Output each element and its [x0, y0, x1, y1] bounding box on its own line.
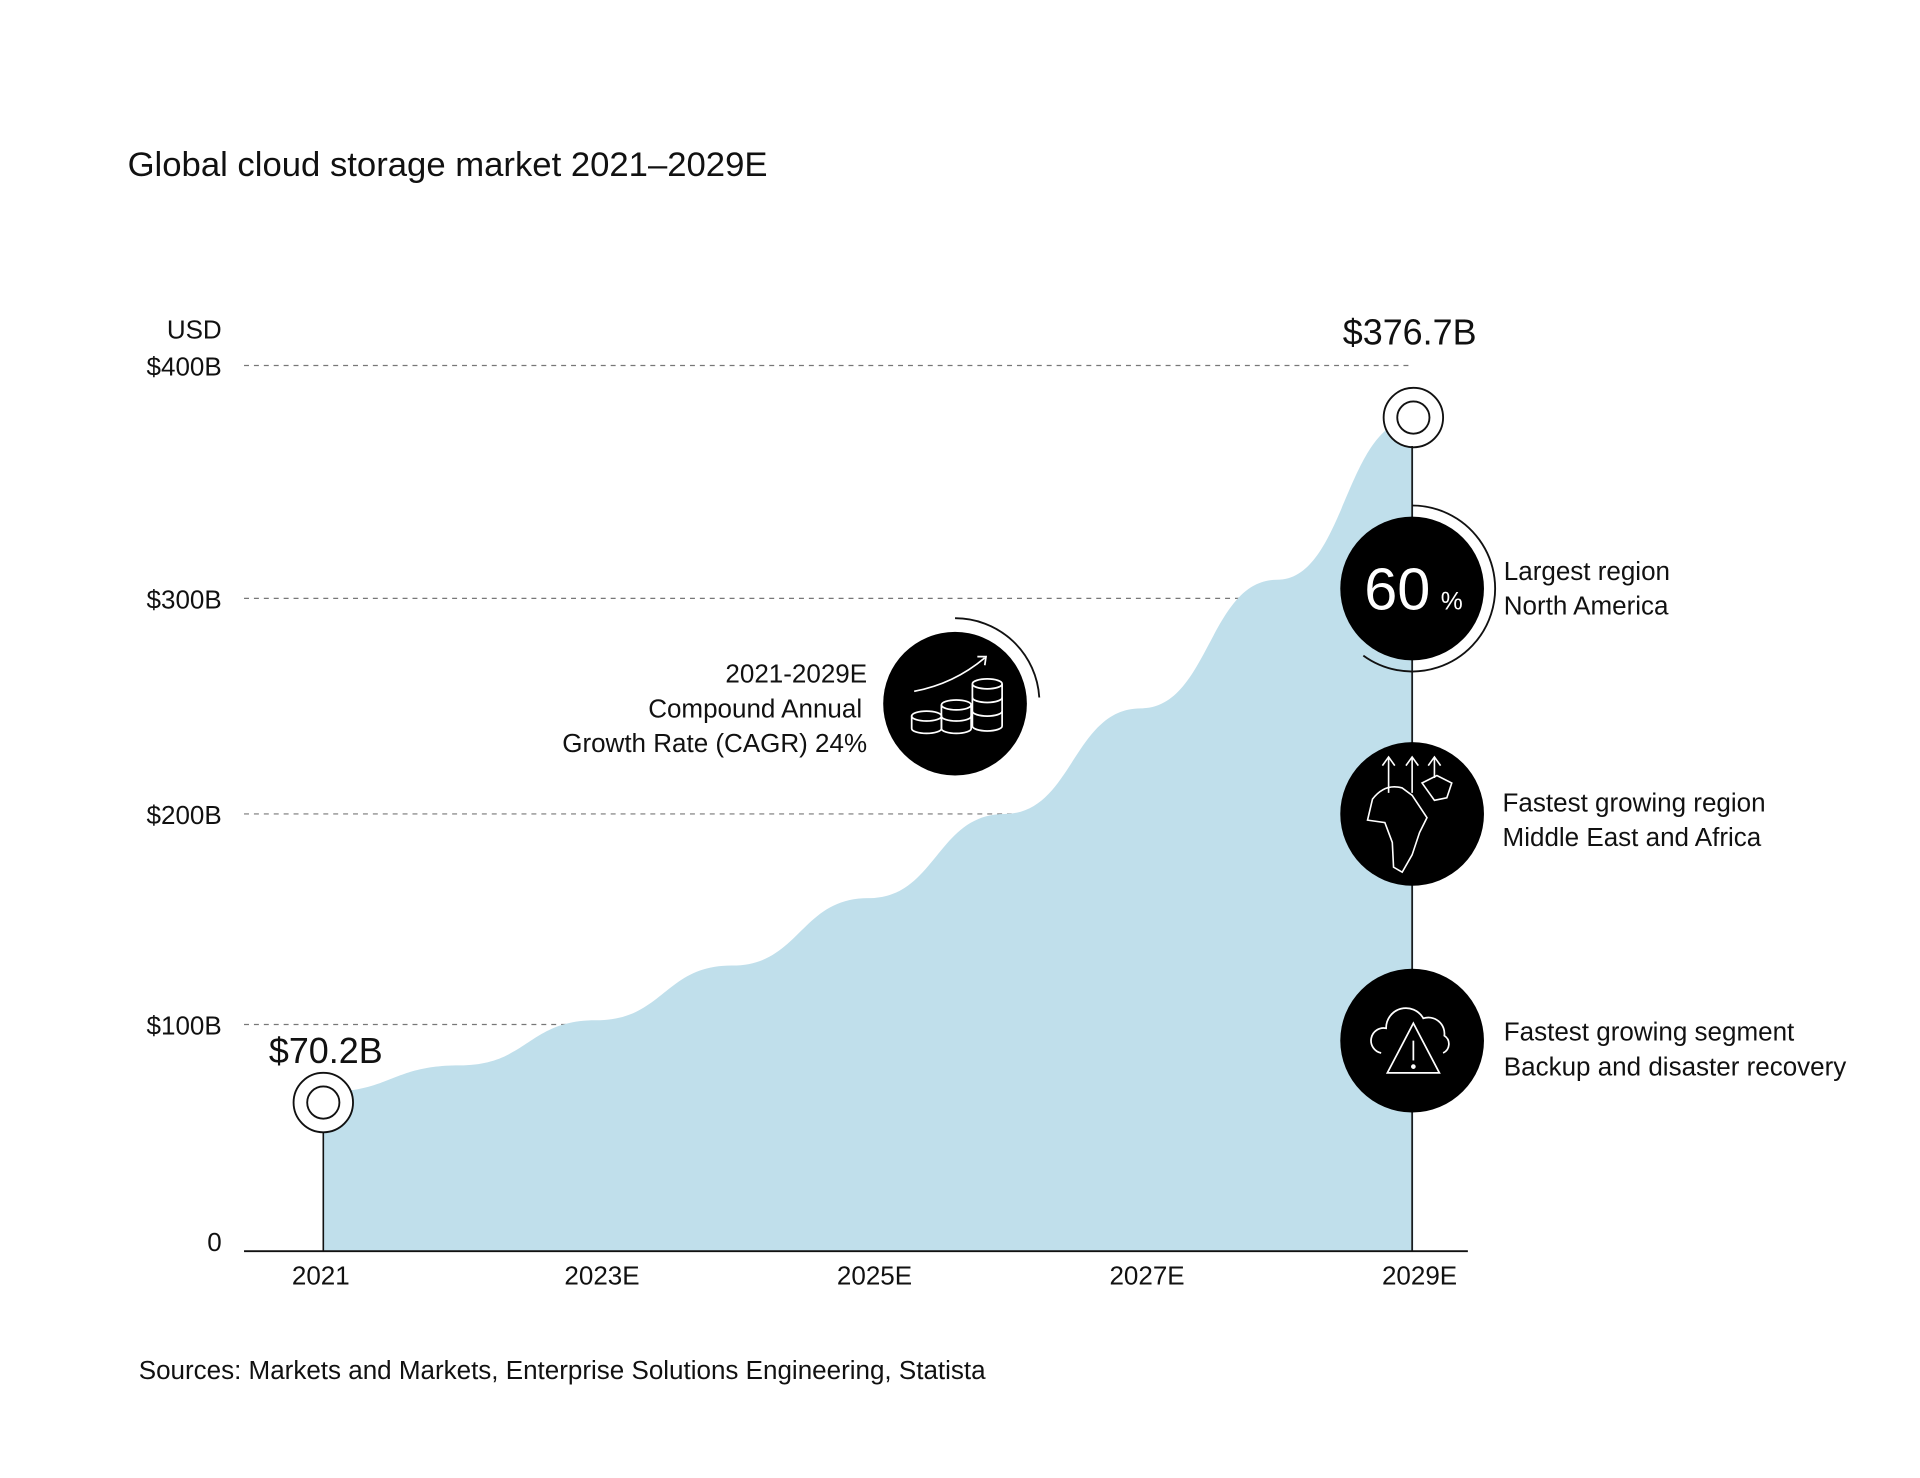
cloud-warning-icon — [1370, 1007, 1450, 1074]
cagr-line-1: 2021-2029E — [725, 659, 867, 689]
y-axis-label: USD — [167, 314, 222, 344]
fastest-region-callout: Fastest growing region Middle East and A… — [1340, 742, 1766, 886]
share-value: 60 — [1364, 556, 1430, 623]
end-value-label: $376.7B — [1343, 311, 1477, 352]
fastest-segment-line-1: Fastest growing segment — [1504, 1017, 1795, 1047]
data-point-marker — [1396, 400, 1431, 435]
y-tick-label: $200B — [147, 800, 222, 830]
x-tick-label: 2025E — [837, 1261, 912, 1291]
data-point-marker — [306, 1085, 341, 1120]
cagr-line-3: Growth Rate (CAGR) 24% — [562, 728, 867, 758]
start-value-label: $70.2B — [269, 1030, 383, 1071]
share-unit: % — [1441, 589, 1463, 616]
cagr-circle — [883, 631, 1027, 776]
largest-region-callout: 60 % Largest region North America — [1340, 504, 1670, 673]
cagr-arc — [955, 617, 1041, 698]
y-tick-label: $300B — [147, 584, 222, 614]
largest-region-line-1: Largest region — [1504, 556, 1670, 586]
cagr-callout: 2021-2029E Compound Annual Growth Rate (… — [562, 617, 1041, 776]
fastest-segment-line-2: Backup and disaster recovery — [1504, 1051, 1847, 1081]
largest-region-circle — [1340, 516, 1484, 661]
chart-title: Global cloud storage market 2021–2029E — [128, 146, 768, 184]
x-tick-label: 2029E — [1382, 1261, 1457, 1291]
cagr-line-2: Compound Annual — [648, 693, 862, 723]
x-tick-label: 2027E — [1109, 1261, 1184, 1291]
source-note: Sources: Markets and Markets, Enterprise… — [139, 1355, 986, 1385]
share-arc — [1362, 504, 1496, 673]
fastest-region-line-2: Middle East and Africa — [1503, 822, 1762, 852]
x-tick-label: 2021 — [292, 1261, 350, 1291]
africa-map-arrows-icon — [1366, 755, 1453, 874]
x-tick-label: 2023E — [564, 1261, 639, 1291]
y-tick-label: 0 — [207, 1227, 221, 1257]
coins-growth-icon — [910, 655, 1003, 735]
fastest-segment-callout: Fastest growing segment Backup and disas… — [1340, 968, 1847, 1113]
largest-region-line-2: North America — [1504, 591, 1669, 621]
fastest-region-circle — [1340, 742, 1484, 886]
fastest-region-line-1: Fastest growing region — [1503, 787, 1766, 817]
fastest-segment-circle — [1340, 968, 1484, 1113]
y-tick-label: $100B — [147, 1010, 222, 1040]
area-series — [323, 419, 1414, 1252]
y-tick-label: $400B — [147, 351, 222, 381]
